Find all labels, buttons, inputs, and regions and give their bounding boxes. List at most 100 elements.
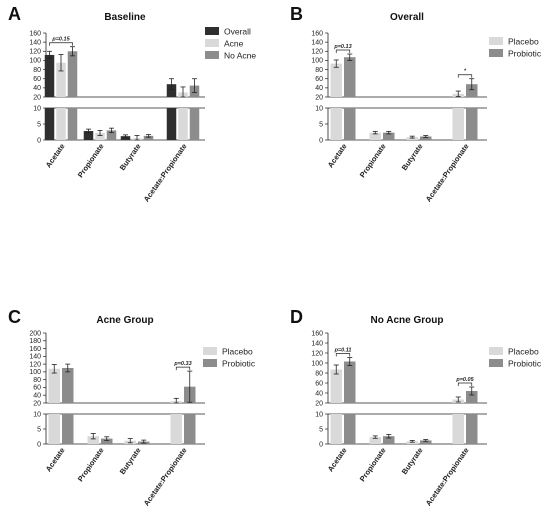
- y-tick-label: 0: [37, 441, 41, 448]
- bar: [101, 438, 113, 444]
- y-tick-label: 60: [33, 76, 41, 83]
- panel-letter: A: [8, 4, 21, 24]
- bar: [420, 440, 432, 444]
- legend-label: Acne: [224, 39, 244, 49]
- y-tick-label: 20: [33, 94, 41, 101]
- chart-title: Overall: [390, 12, 424, 23]
- chart-title: Baseline: [104, 12, 146, 23]
- bar: [330, 414, 342, 444]
- y-tick-label: 160: [311, 330, 323, 337]
- y-tick-label: 10: [315, 105, 323, 112]
- legend-swatch: [205, 27, 219, 35]
- bar: [344, 361, 356, 403]
- y-tick-label: 80: [33, 67, 41, 74]
- y-tick-label: 10: [33, 411, 41, 418]
- legend-swatch: [489, 347, 503, 355]
- y-tick-label: 80: [33, 377, 41, 384]
- legend-label: Probiotic: [508, 49, 542, 59]
- x-tick-label: Butyrate: [400, 142, 425, 172]
- x-tick-label: Acetate:Propionate: [142, 142, 189, 203]
- significance-bracket: [457, 74, 473, 78]
- significance-label: p=0.33: [173, 361, 191, 367]
- legend-label: Overall: [224, 27, 251, 37]
- bar: [369, 132, 381, 140]
- y-tick-label: 40: [315, 85, 323, 92]
- legend-label: Placebo: [222, 347, 253, 357]
- significance-bracket: [335, 49, 351, 54]
- x-tick-label: Acetate: [326, 142, 349, 169]
- x-tick-label: Acetate: [326, 446, 349, 473]
- x-tick-label: Butyrate: [118, 142, 143, 172]
- y-tick-label: 5: [319, 121, 323, 128]
- x-tick-label: Butyrate: [400, 446, 425, 476]
- y-tick-label: 80: [315, 370, 323, 377]
- legend-swatch: [489, 49, 503, 57]
- bar: [383, 132, 395, 140]
- y-tick-label: 120: [311, 49, 323, 56]
- bar: [466, 414, 478, 444]
- x-tick-label: Acetate:Propionate: [424, 446, 471, 507]
- y-tick-label: 180: [29, 338, 41, 345]
- legend-swatch: [489, 359, 503, 367]
- x-tick-label: Acetate: [44, 446, 67, 473]
- chart-panel-a: A Baseline 20 40 60 80 100 120 140 160 0 5 10 Acetate…: [8, 4, 256, 203]
- significance-bracket: [457, 382, 473, 386]
- y-tick-label: 5: [319, 426, 323, 433]
- bar: [120, 136, 131, 140]
- y-tick-label: 40: [33, 85, 41, 92]
- y-tick-label: 40: [33, 393, 41, 400]
- panel-letter: D: [290, 307, 303, 327]
- bar: [406, 137, 418, 140]
- x-tick-label: Acetate:Propionate: [424, 142, 471, 203]
- y-tick-label: 20: [315, 400, 323, 407]
- bar: [143, 135, 154, 140]
- x-tick-label: Propionate: [358, 142, 388, 179]
- legend-label: Placebo: [508, 347, 539, 357]
- y-tick-label: 120: [29, 49, 41, 56]
- bar: [466, 84, 478, 97]
- y-tick-label: 80: [315, 67, 323, 74]
- bar: [166, 108, 177, 140]
- chart-title: Acne Group: [96, 315, 153, 326]
- bar: [170, 414, 182, 444]
- y-tick-label: 5: [37, 121, 41, 128]
- significance-bracket: [49, 42, 73, 46]
- legend-swatch: [205, 39, 219, 47]
- bar: [452, 108, 464, 140]
- bar: [344, 108, 356, 140]
- y-tick-label: 160: [29, 30, 41, 37]
- bar: [44, 108, 55, 140]
- significance-label: p=0.15: [51, 37, 70, 43]
- legend-label: Probiotic: [222, 359, 256, 369]
- y-tick-label: 0: [37, 137, 41, 144]
- legend-swatch: [489, 37, 503, 45]
- legend-label: Placebo: [508, 37, 539, 47]
- bar: [466, 108, 478, 140]
- x-tick-label: Propionate: [358, 446, 388, 483]
- bar: [330, 369, 342, 403]
- significance-bracket: [175, 366, 191, 371]
- bar: [67, 51, 78, 97]
- y-tick-label: 160: [311, 30, 323, 37]
- x-tick-label: Acetate:Propionate: [142, 446, 189, 507]
- bar: [452, 414, 464, 444]
- panel-letter: B: [290, 4, 303, 24]
- significance-label: p=0.13: [333, 44, 351, 50]
- y-tick-label: 100: [311, 360, 323, 367]
- bar: [44, 54, 55, 97]
- y-tick-label: 0: [319, 137, 323, 144]
- y-tick-label: 100: [29, 58, 41, 65]
- chart-panel-b: B Overall 20 40 60 80 100 120 140 160 0 5 10 Acetate P…: [290, 4, 542, 203]
- bar: [56, 108, 66, 140]
- y-tick-label: 120: [29, 361, 41, 368]
- x-tick-label: Propionate: [76, 142, 106, 179]
- bar: [330, 63, 342, 97]
- y-tick-label: 20: [315, 94, 323, 101]
- bar: [178, 108, 188, 140]
- y-tick-label: 20: [33, 400, 41, 407]
- y-tick-label: 10: [33, 105, 41, 112]
- bar: [383, 436, 395, 444]
- bar: [62, 368, 74, 403]
